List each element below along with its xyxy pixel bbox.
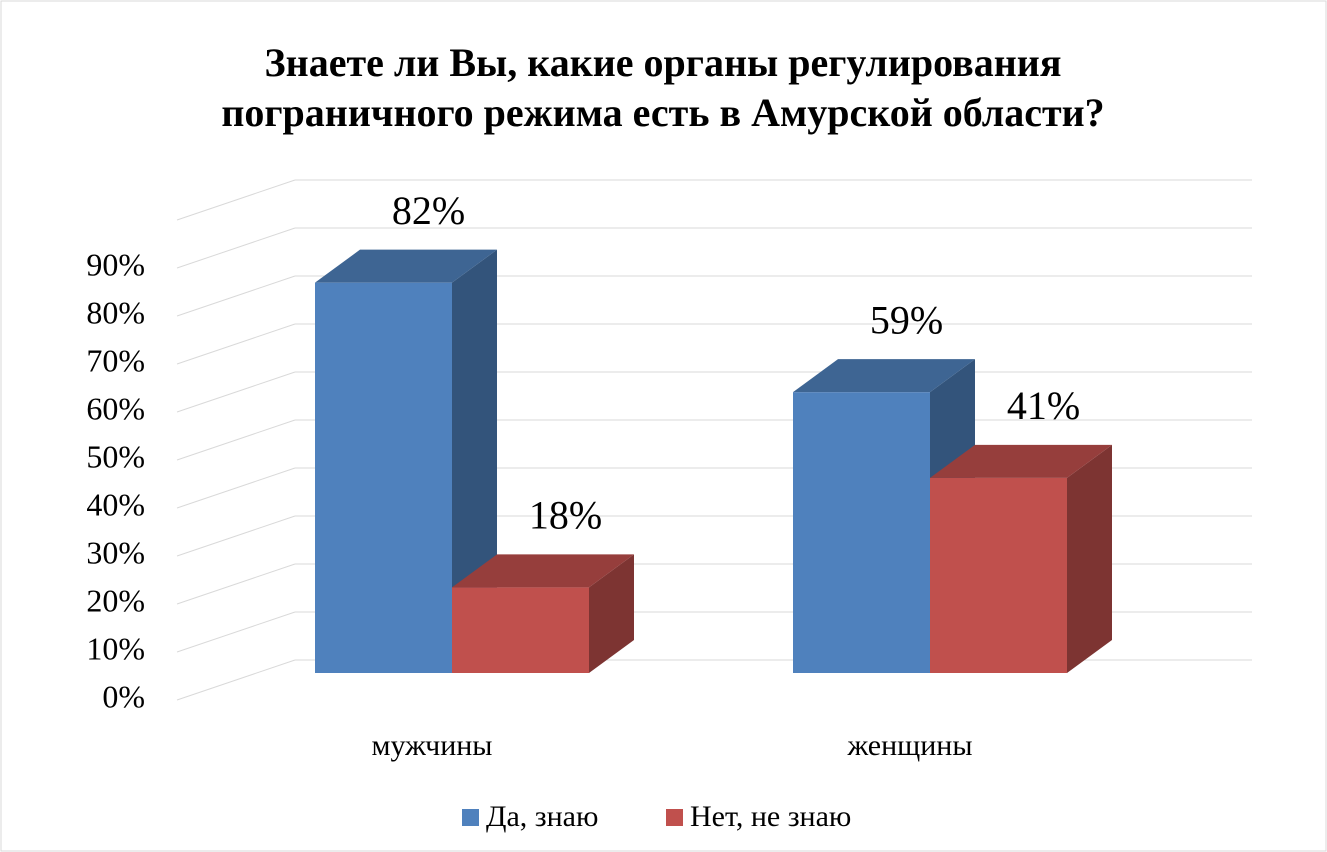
x-tick-label: женщины <box>846 729 972 762</box>
y-tick-label: 20% <box>86 582 145 618</box>
bar <box>315 282 452 673</box>
bar-top <box>315 249 497 283</box>
bar <box>793 392 930 673</box>
y-tick-label: 30% <box>86 534 145 570</box>
legend-swatch <box>666 809 683 826</box>
grid-line <box>176 275 296 317</box>
grid-line <box>176 467 296 509</box>
y-tick-label: 60% <box>86 390 145 426</box>
x-tick-label: мужчины <box>372 729 493 762</box>
data-label: 59% <box>870 297 943 342</box>
grid-line <box>176 323 296 365</box>
y-tick-label: 70% <box>86 342 145 378</box>
y-tick-label: 90% <box>86 246 145 282</box>
y-tick-label: 80% <box>86 294 145 330</box>
bar-top <box>930 444 1112 478</box>
legend-label: Нет, не знаю <box>690 800 851 833</box>
chart-title: Знаете ли Вы, какие органы регулирования… <box>221 40 1105 135</box>
bar-top <box>793 359 975 393</box>
legend-swatch <box>462 809 479 826</box>
bar-top <box>452 554 634 588</box>
bar-side <box>1067 444 1112 673</box>
bar <box>452 587 589 673</box>
y-tick-label: 0% <box>102 678 145 714</box>
grid-line <box>176 227 296 269</box>
legend-label: Да, знаю <box>486 800 598 833</box>
grid-line <box>176 419 296 461</box>
grid-line <box>176 659 296 701</box>
y-tick-label: 50% <box>86 438 145 474</box>
grid-line <box>176 563 296 605</box>
bar <box>930 477 1067 673</box>
y-tick-label: 40% <box>86 486 145 522</box>
bar-side <box>589 554 634 673</box>
data-label: 41% <box>1007 383 1080 428</box>
data-label: 82% <box>392 188 465 233</box>
grid-line <box>176 611 296 653</box>
data-label: 18% <box>529 492 602 537</box>
grid-line <box>176 371 296 413</box>
wall-edge <box>176 179 296 221</box>
y-tick-label: 10% <box>86 630 145 666</box>
grid-line <box>176 515 296 557</box>
